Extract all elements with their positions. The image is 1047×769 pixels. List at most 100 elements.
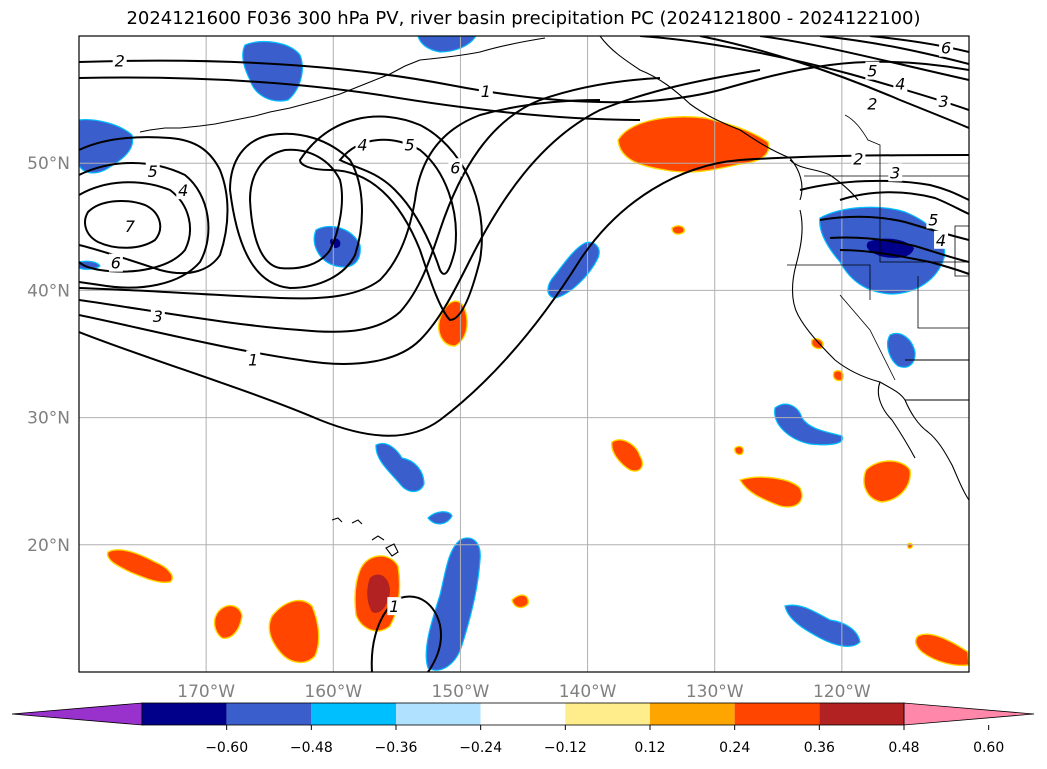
pv-contour-5-west <box>79 162 210 289</box>
neg-area-hawaii-north <box>375 442 425 493</box>
lon-tick-label: 130°W <box>686 682 744 702</box>
contour-label: 4 <box>178 181 188 200</box>
pv-contour-6-west <box>79 181 191 273</box>
pv-contour-east-jet-e <box>839 249 969 275</box>
pos-area-se-corner <box>914 633 969 667</box>
figure-title: 2024121600 F036 300 hPa PV, river basin … <box>126 8 921 29</box>
neg-area-baja <box>886 332 916 368</box>
latitude-tick-labels: 20°N 30°N 40°N 50°N <box>27 154 70 556</box>
colorbar-tick-label: 0.48 <box>888 740 919 756</box>
alaska-peninsula <box>419 37 546 61</box>
contour-label-bg <box>108 253 123 272</box>
pv-contour-trough-3 <box>79 77 661 333</box>
lat-tick-label: 30°N <box>27 409 70 429</box>
contour-label-bg <box>122 216 137 235</box>
contour-label-bg <box>865 61 880 80</box>
pos-area-gulf-alaska <box>617 116 770 173</box>
contour-label-bg <box>402 135 417 154</box>
contour-label-bg <box>478 81 493 100</box>
lon-tick-label: 160°W <box>304 682 362 702</box>
pv-contour-cutoff-low <box>298 115 483 322</box>
colorbar-frame <box>141 702 905 726</box>
contour-label-bg <box>939 38 954 57</box>
colorbar-bin <box>480 703 566 725</box>
pos-area-small-1 <box>671 225 685 235</box>
contour-label: 5 <box>148 162 158 181</box>
contour-label: 1 <box>389 597 399 616</box>
pos-area-subtropic-1 <box>611 439 644 472</box>
contour-label: 6 <box>111 254 121 273</box>
contour-label-bg <box>926 210 941 229</box>
contour-label-bg <box>888 163 903 182</box>
pv-contour-1-south <box>370 595 442 672</box>
colorbar-tick-label: −0.36 <box>375 740 418 756</box>
contour-label-bg <box>865 94 880 113</box>
contour-label: 2 <box>853 149 863 168</box>
lon-tick-label: 120°W <box>813 682 871 702</box>
contour-label: 4 <box>936 231 946 250</box>
colorbar-tick-label: −0.48 <box>290 740 333 756</box>
contour-label-bg <box>934 230 949 249</box>
colorbar-bin <box>650 703 735 725</box>
contour-label-bg <box>150 307 165 326</box>
neg-area-se-strip <box>784 604 861 647</box>
pv-contour-east-jet-a <box>799 179 969 201</box>
precip-negative-anomalies <box>79 36 946 671</box>
coast-alaska <box>599 36 803 201</box>
aleutian-chain <box>139 59 421 133</box>
contour-label-bg <box>246 350 261 369</box>
map-frame <box>78 35 970 673</box>
pv-contour-east-jet-d <box>829 236 969 263</box>
contour-label: 6 <box>450 158 460 177</box>
colorbar-bin <box>565 703 650 725</box>
neg-area-west-edge <box>79 260 101 270</box>
contour-label: 5 <box>928 210 938 229</box>
colorbar-bin <box>396 703 481 725</box>
pos-area-small-3 <box>734 445 744 456</box>
pos-area-west-3 <box>268 599 320 663</box>
pv-contour-high-ne-c <box>819 36 969 65</box>
pv-contour-west-ridge-b <box>248 148 343 270</box>
lat-tick-label: 20°N <box>27 536 70 556</box>
pos-area-west-2 <box>213 605 243 639</box>
contour-label: 1 <box>248 350 258 369</box>
colorbar-bin <box>226 703 312 725</box>
pv-contour-trough-outer <box>79 154 969 437</box>
contour-label: 3 <box>153 307 163 326</box>
coast-bc <box>789 159 859 201</box>
colorbar-tick-label: 0.24 <box>719 740 750 756</box>
pv-contour-west-ridge-c <box>228 132 363 290</box>
colorbar-extend-low <box>11 702 143 726</box>
contour-label: 5 <box>404 135 414 154</box>
neg-area-aleutian-west <box>242 41 303 102</box>
pv-contour-east-jet-b <box>839 191 969 215</box>
map-background <box>79 36 969 672</box>
contour-label: 3 <box>938 92 948 111</box>
pv-contour-high-ne-e <box>699 36 969 129</box>
contour-label-bg <box>851 149 866 168</box>
contour-label-bg <box>355 135 370 154</box>
borders <box>787 114 969 381</box>
contour-label: 2 <box>115 51 125 70</box>
colorbar-tick-label: 0.60 <box>973 740 1004 756</box>
colorbar-tick-label: 0.36 <box>804 740 835 756</box>
colorbar-bin <box>819 703 904 725</box>
pv-contour-west-ridge-a <box>79 136 229 275</box>
neg-area-hawaii-long <box>425 537 481 671</box>
colorbar-tick-label: −0.60 <box>205 740 248 756</box>
lat-tick-label: 40°N <box>27 281 70 301</box>
pos-area-small-6 <box>906 542 914 549</box>
contour-label: 4 <box>895 74 905 93</box>
pos-area-subtropic-2 <box>738 476 803 508</box>
colorbar: −0.60 −0.48 −0.36 −0.24 −0.12 0.12 0.24 0.36 0.4… <box>11 702 1035 756</box>
colorbar-tick-label: −0.12 <box>544 740 587 756</box>
lon-tick-label: 170°W <box>177 682 235 702</box>
longitude-tick-labels: 170°W 160°W 150°W 140°W 130°W 120°W <box>177 682 871 702</box>
colorbar-bin <box>734 703 820 725</box>
pos-area-west-1 <box>106 549 173 584</box>
pv-contours <box>79 36 969 672</box>
gridlines <box>79 36 969 672</box>
contour-label-bg <box>387 597 402 616</box>
contour-label: 6 <box>941 39 951 58</box>
pv-contour-7 <box>84 199 162 249</box>
